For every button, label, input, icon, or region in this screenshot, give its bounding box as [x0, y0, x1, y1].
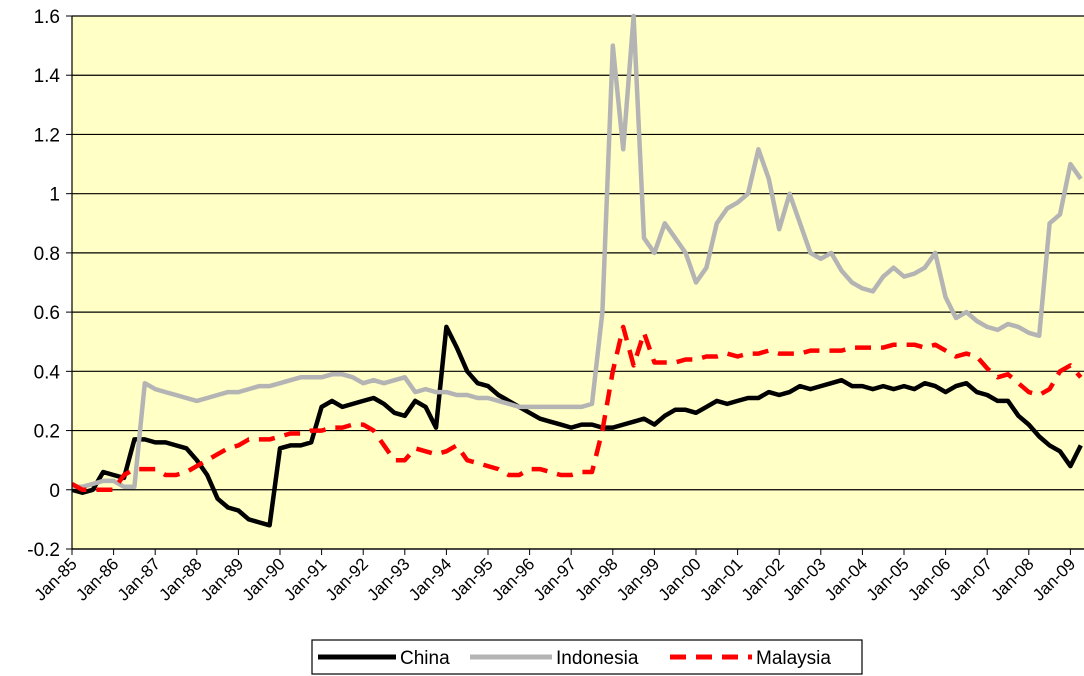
x-tick-label: Jan-05 — [863, 554, 913, 604]
series-line — [72, 13, 1083, 490]
x-tick-label: Jan-95 — [447, 554, 497, 604]
legend-label: Malaysia — [756, 648, 831, 669]
x-tick-label: Jan-01 — [696, 554, 746, 604]
series-line — [72, 324, 1083, 528]
x-tick-label: Jan-87 — [114, 554, 164, 604]
x-tick-label: Jan-00 — [655, 554, 705, 604]
y-tick-label: 1 — [49, 185, 60, 206]
x-tick-label: Jan-07 — [946, 554, 996, 604]
x-tick-label: Jan-98 — [571, 554, 621, 604]
legend-label: Indonesia — [556, 648, 639, 669]
x-tick-label: Jan-96 — [488, 554, 538, 604]
x-tick-label: Jan-91 — [280, 554, 330, 604]
y-tick-label: 0.4 — [34, 362, 61, 383]
y-tick-label: 1.4 — [34, 66, 61, 87]
x-tick-label: Jan-06 — [904, 554, 954, 604]
y-tick-label: 0.6 — [34, 303, 60, 324]
x-tick-label: Jan-94 — [405, 554, 455, 604]
x-tick-label: Jan-89 — [197, 554, 247, 604]
legend-label: China — [400, 648, 450, 669]
plot-area — [72, 16, 1084, 549]
x-tick-label: Jan-03 — [779, 554, 829, 604]
series-line — [72, 324, 1083, 493]
y-tick-label: 0 — [49, 481, 60, 502]
x-tick-label: Jan-92 — [322, 554, 372, 604]
x-tick-label: Jan-09 — [1029, 554, 1079, 604]
x-tick-label: Jan-90 — [239, 554, 289, 604]
x-tick-label: Jan-04 — [821, 554, 871, 604]
x-tick-label: Jan-02 — [738, 554, 788, 604]
x-tick-label: Jan-97 — [530, 554, 580, 604]
x-tick-label: Jan-86 — [72, 554, 122, 604]
legend-box — [311, 639, 863, 675]
y-tick-label: 0.2 — [34, 422, 60, 443]
y-tick-label: 1.6 — [34, 7, 60, 28]
y-tick-label: 1.2 — [34, 125, 60, 146]
y-tick-label: 0.8 — [34, 244, 60, 265]
y-tick-label: -0.2 — [27, 540, 60, 561]
x-tick-label: Jan-88 — [155, 554, 205, 604]
x-tick-label: Jan-85 — [31, 554, 81, 604]
x-tick-label: Jan-08 — [987, 554, 1037, 604]
x-tick-label: Jan-93 — [363, 554, 413, 604]
x-tick-label: Jan-99 — [613, 554, 663, 604]
